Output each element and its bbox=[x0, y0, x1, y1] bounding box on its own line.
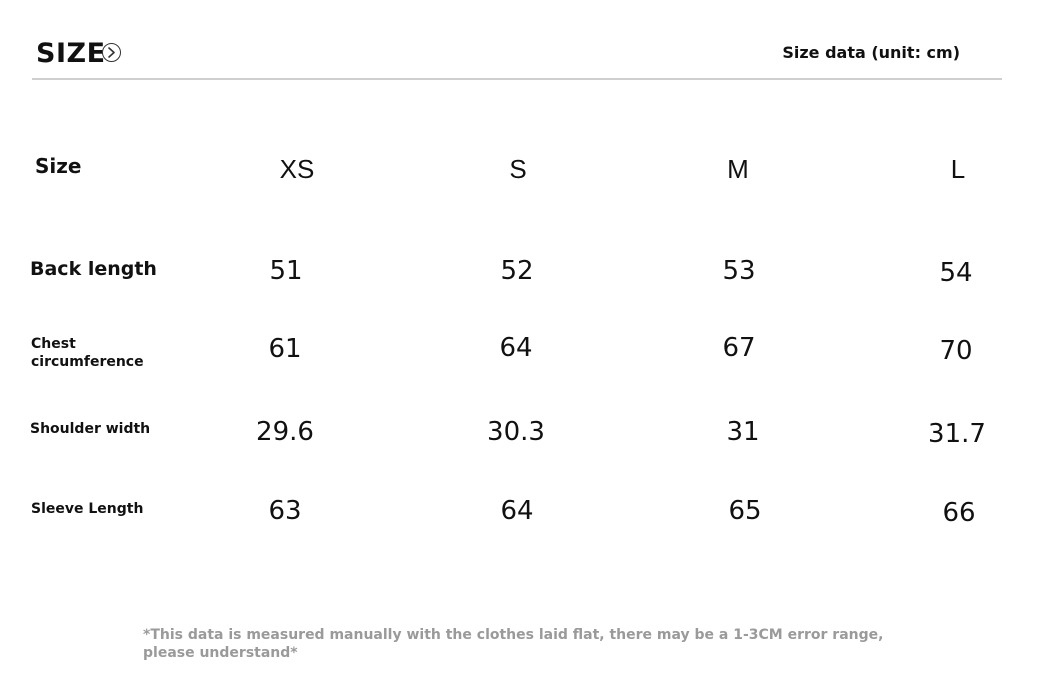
table-cell: 30.3 bbox=[487, 417, 545, 447]
chevron-right-circle-icon bbox=[102, 43, 121, 62]
table-cell: 31.7 bbox=[928, 419, 986, 449]
table-cell: 65 bbox=[728, 496, 762, 526]
table-cell: 64 bbox=[500, 496, 534, 526]
table-cell: 64 bbox=[499, 333, 533, 363]
size-header-l: L bbox=[950, 154, 966, 184]
row-label-back-length: Back length bbox=[30, 258, 157, 280]
table-cell: 53 bbox=[722, 256, 756, 286]
size-header: SIZE Size data (unit: cm) bbox=[32, 38, 1002, 80]
size-column-header: Size bbox=[35, 154, 82, 178]
row-label-chest-circumference: Chest circumference bbox=[31, 336, 144, 370]
table-cell: 31 bbox=[726, 417, 760, 447]
measurement-footnote: *This data is measured manually with the… bbox=[143, 627, 884, 661]
size-header-xs: XS bbox=[279, 154, 315, 184]
table-cell: 67 bbox=[722, 333, 756, 363]
table-cell: 70 bbox=[939, 336, 973, 366]
table-cell: 29.6 bbox=[256, 417, 314, 447]
size-header-s: S bbox=[509, 154, 527, 184]
unit-label: Size data (unit: cm) bbox=[782, 43, 960, 62]
table-cell: 52 bbox=[500, 256, 534, 286]
table-cell: 51 bbox=[269, 256, 303, 286]
table-cell: 54 bbox=[939, 258, 973, 288]
table-cell: 63 bbox=[268, 496, 302, 526]
row-label-sleeve-length: Sleeve Length bbox=[31, 501, 144, 517]
page-title: SIZE bbox=[36, 38, 106, 69]
table-cell: 61 bbox=[268, 334, 302, 364]
row-label-shoulder-width: Shoulder width bbox=[30, 421, 151, 437]
size-header-m: M bbox=[727, 154, 749, 184]
table-cell: 66 bbox=[942, 498, 976, 528]
